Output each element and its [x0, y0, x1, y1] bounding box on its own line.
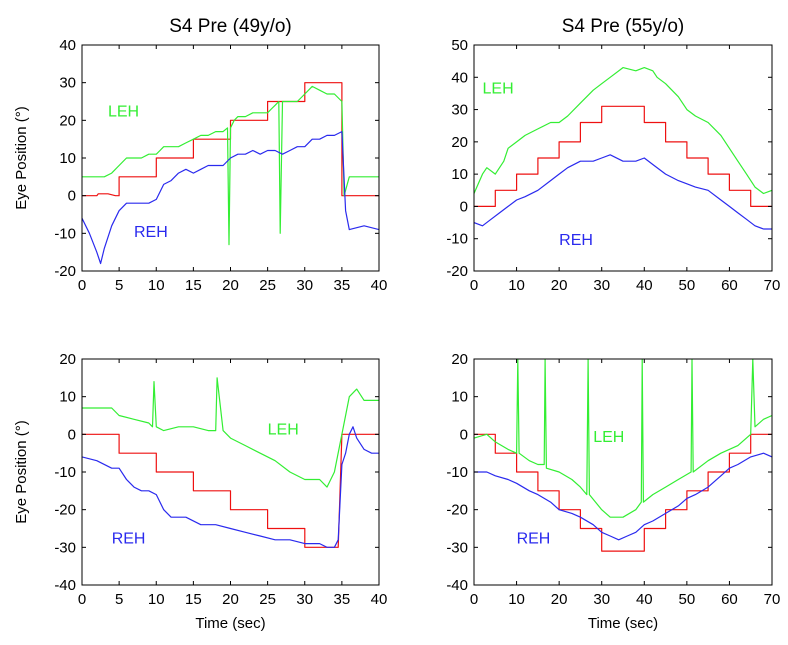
x-tick-label: 50	[679, 277, 696, 294]
y-tick-label: 0	[460, 198, 468, 215]
y-tick-label: 20	[59, 112, 76, 129]
x-tick-label: 15	[185, 277, 202, 294]
x-tick-label: 0	[78, 277, 86, 294]
y-tick-label: 0	[460, 426, 468, 443]
axes-frame	[473, 44, 773, 272]
y-tick-label: -30	[446, 539, 468, 556]
annotation-leh: LEH	[483, 80, 514, 97]
x-tick-label: 5	[115, 591, 123, 608]
y-tick-label: 50	[451, 37, 468, 54]
series-line-3	[82, 426, 379, 548]
x-tick-label: 30	[593, 277, 610, 294]
annotation-reh: REH	[134, 224, 168, 241]
y-tick-label: 20	[59, 351, 76, 368]
y-tick-label: -10	[54, 225, 76, 242]
y-tick-label: 40	[59, 37, 76, 54]
y-tick-label: -10	[446, 464, 468, 481]
x-axis-label: Time (sec)	[588, 615, 658, 632]
y-axis-label: Eye Position (°)	[13, 106, 30, 210]
y-tick-label: -20	[54, 502, 76, 519]
x-tick-label: 20	[551, 277, 568, 294]
x-tick-label: 0	[470, 277, 478, 294]
x-tick-label: 60	[721, 277, 738, 294]
x-tick-label: 10	[508, 591, 525, 608]
x-tick-label: 5	[115, 277, 123, 294]
panel-2: 0 10 20 30 40 50 60 70 -20 -10 0 10 20 30 40 50 LEH REH S4…	[446, 16, 780, 294]
y-tick-label: -20	[446, 502, 468, 519]
x-tick-label: 30	[296, 591, 313, 608]
panel-3: 0 5 10 15 20 25 30 35 40 -40 -30 -20 -10 0 10 20 LEH REH T…	[13, 351, 387, 632]
y-tick-label: 30	[451, 102, 468, 119]
x-tick-label: 60	[721, 591, 738, 608]
x-tick-label: 70	[764, 591, 781, 608]
y-tick-label: -30	[54, 539, 76, 556]
y-tick-label: 0	[68, 188, 76, 205]
series-line-2	[474, 66, 772, 195]
y-tick-label: 30	[59, 75, 76, 92]
x-tick-label: 20	[222, 277, 239, 294]
x-tick-label: 40	[636, 591, 653, 608]
x-axis-label: Time (sec)	[195, 615, 265, 632]
series-line-2	[82, 377, 379, 488]
x-tick-label: 0	[78, 591, 86, 608]
x-tick-label: 25	[259, 277, 276, 294]
x-tick-label: 0	[470, 591, 478, 608]
annotation-reh: REH	[517, 531, 551, 548]
series-line-3	[474, 452, 772, 541]
y-tick-label: -10	[54, 464, 76, 481]
series-line-2	[474, 359, 772, 518]
x-tick-label: 40	[636, 277, 653, 294]
x-tick-label: 10	[148, 277, 165, 294]
y-tick-label: -20	[54, 263, 76, 280]
x-tick-label: 30	[296, 277, 313, 294]
y-axis-label: Eye Position (°)	[13, 420, 30, 524]
panel-4: 0 10 20 30 40 50 60 70 -40 -30 -20 -10 0 10 20 LEH REH Ti…	[446, 351, 780, 632]
series-line-1	[474, 105, 772, 207]
chart-title: S4 Pre (55y/o)	[562, 16, 685, 37]
y-tick-label: -40	[54, 577, 76, 594]
x-tick-label: 35	[334, 277, 351, 294]
y-tick-label: -10	[446, 231, 468, 248]
y-tick-label: 10	[59, 389, 76, 406]
y-tick-label: 20	[451, 134, 468, 151]
y-tick-label: 40	[451, 69, 468, 86]
x-tick-label: 35	[334, 591, 351, 608]
panel-1: 0 5 10 15 20 25 30 35 40 -20 -10 0 10 20 30 40 LEH REH S4 …	[13, 16, 387, 294]
series-line-3	[82, 131, 379, 265]
x-tick-label: 40	[371, 591, 388, 608]
annotation-reh: REH	[112, 531, 146, 548]
annotation-leh: LEH	[108, 104, 139, 121]
x-tick-label: 30	[593, 591, 610, 608]
y-tick-label: 20	[451, 351, 468, 368]
y-tick-label: 10	[451, 389, 468, 406]
x-tick-label: 50	[679, 591, 696, 608]
y-tick-label: 10	[59, 150, 76, 167]
y-tick-label: 10	[451, 166, 468, 183]
x-tick-label: 20	[222, 591, 239, 608]
series-line-1	[82, 433, 379, 548]
series-line-3	[474, 154, 772, 230]
x-tick-label: 10	[148, 591, 165, 608]
chart-title: S4 Pre (49y/o)	[169, 16, 292, 37]
annotation-reh: REH	[559, 232, 593, 249]
x-tick-label: 15	[185, 591, 202, 608]
series-line-1	[82, 82, 379, 197]
x-tick-label: 10	[508, 277, 525, 294]
y-tick-label: -40	[446, 577, 468, 594]
x-tick-label: 25	[259, 591, 276, 608]
x-tick-label: 70	[764, 277, 781, 294]
annotation-leh: LEH	[593, 429, 624, 446]
x-tick-label: 40	[371, 277, 388, 294]
series-line-2	[82, 85, 379, 246]
y-tick-label: 0	[68, 426, 76, 443]
annotation-leh: LEH	[268, 421, 299, 438]
x-tick-label: 20	[551, 591, 568, 608]
y-tick-label: -20	[446, 263, 468, 280]
